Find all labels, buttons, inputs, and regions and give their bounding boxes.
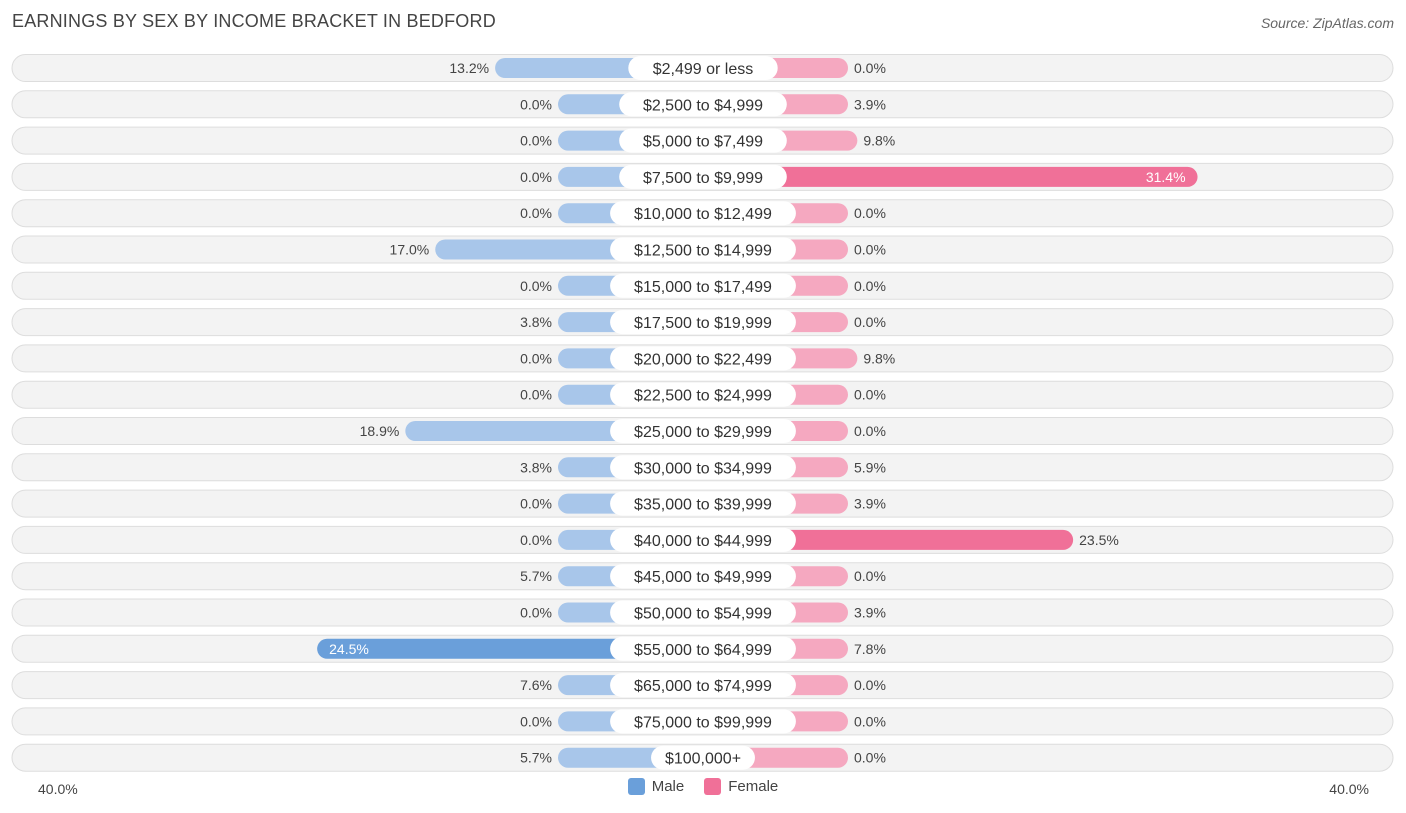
category-pill: [610, 310, 796, 335]
male-value-label: 0.0%: [520, 169, 552, 185]
category-pill: [610, 273, 796, 298]
male-value-label: 0.0%: [520, 387, 552, 403]
female-value-label: 0.0%: [854, 278, 886, 294]
category-pill: [610, 636, 796, 661]
male-value-label: 0.0%: [520, 278, 552, 294]
male-value-label: 3.8%: [520, 459, 552, 475]
female-bar: [703, 529, 1074, 550]
category-pill: [619, 164, 787, 189]
female-value-label: 0.0%: [854, 423, 886, 439]
male-value-label: 18.9%: [360, 423, 400, 439]
male-value-label: 7.6%: [520, 677, 552, 693]
category-label: $40,000 to $44,999: [634, 533, 772, 550]
female-value-label: 0.0%: [854, 60, 886, 76]
male-bar: [317, 638, 703, 659]
category-label: $55,000 to $64,999: [634, 642, 772, 659]
male-value-label: 0.0%: [520, 532, 552, 548]
category-pill: [610, 564, 796, 589]
category-label: $100,000+: [665, 751, 741, 768]
female-value-label: 0.0%: [854, 387, 886, 403]
male-value-label: 0.0%: [520, 205, 552, 221]
category-label: $22,500 to $24,999: [634, 388, 772, 405]
category-pill: [610, 673, 796, 698]
category-label: $2,500 to $4,999: [643, 97, 763, 114]
legend-item-male[interactable]: Male: [627, 778, 685, 795]
legend: Male Female: [0, 778, 1406, 795]
legend-item-female[interactable]: Female: [704, 778, 778, 795]
category-label: $65,000 to $74,999: [634, 678, 772, 695]
female-value-label: 9.8%: [863, 350, 895, 366]
category-pill: [610, 527, 796, 552]
female-value-label: 31.4%: [1146, 169, 1186, 185]
category-pill: [610, 709, 796, 734]
category-label: $45,000 to $49,999: [634, 569, 772, 586]
female-value-label: 0.0%: [854, 314, 886, 330]
chart-title: EARNINGS BY SEX BY INCOME BRACKET IN BED…: [12, 11, 496, 31]
male-value-label: 24.5%: [329, 641, 369, 657]
male-value-label: 5.7%: [520, 750, 552, 766]
chart-canvas: 13.2% 0.0% $2,499 or less 0.0% 3.9% $2,500 to…: [11, 54, 1394, 772]
category-pill: [610, 346, 796, 371]
category-label: $50,000 to $54,999: [634, 606, 772, 623]
male-value-label: 0.0%: [520, 496, 552, 512]
female-value-label: 3.9%: [854, 496, 886, 512]
category-pill: [610, 237, 796, 262]
female-value-label: 5.9%: [854, 459, 886, 475]
category-label: $7,500 to $9,999: [643, 170, 763, 187]
male-value-label: 0.0%: [520, 605, 552, 621]
source-note: Source: ZipAtlas.com: [1260, 15, 1394, 31]
axis-right-label: 40.0%: [1329, 781, 1369, 797]
category-pill: [610, 491, 796, 516]
category-label: $10,000 to $12,499: [634, 206, 772, 223]
legend-swatch-male: [627, 778, 645, 795]
male-value-label: 5.7%: [520, 568, 552, 584]
female-value-label: 0.0%: [854, 242, 886, 258]
category-label: $5,000 to $7,499: [643, 134, 763, 151]
female-value-label: 9.8%: [863, 133, 895, 149]
female-value-label: 3.9%: [854, 605, 886, 621]
category-pill: [610, 455, 796, 480]
male-value-label: 0.0%: [520, 96, 552, 112]
male-value-label: 0.0%: [520, 350, 552, 366]
female-value-label: 0.0%: [854, 677, 886, 693]
category-label: $35,000 to $39,999: [634, 497, 772, 514]
male-value-label: 3.8%: [520, 314, 552, 330]
legend-swatch-female: [704, 778, 722, 795]
category-pill: [628, 56, 778, 80]
female-value-label: 0.0%: [854, 750, 886, 766]
male-value-label: 0.0%: [520, 713, 552, 729]
female-value-label: 7.8%: [854, 641, 886, 657]
category-pill: [610, 382, 796, 407]
female-value-label: 0.0%: [854, 568, 886, 584]
male-value-label: 13.2%: [449, 60, 489, 76]
category-label: $20,000 to $22,499: [634, 351, 772, 368]
category-pill: [619, 128, 787, 153]
category-label: $2,499 or less: [653, 61, 754, 78]
category-pill: [619, 92, 787, 117]
male-value-label: 17.0%: [390, 242, 430, 258]
axis-left-label: 40.0%: [38, 781, 78, 797]
category-label: $75,000 to $99,999: [634, 714, 772, 731]
category-pill: [651, 745, 755, 770]
legend-label-female: Female: [728, 778, 779, 795]
male-value-label: 0.0%: [520, 133, 552, 149]
category-pill: [610, 201, 796, 226]
category-label: $30,000 to $34,999: [634, 460, 772, 477]
legend-label-male: Male: [651, 778, 685, 795]
female-value-label: 0.0%: [854, 713, 886, 729]
category-label: $17,500 to $19,999: [634, 315, 772, 332]
category-label: $15,000 to $17,499: [634, 279, 772, 296]
female-value-label: 23.5%: [1079, 532, 1119, 548]
female-value-label: 3.9%: [854, 96, 886, 112]
female-value-label: 0.0%: [854, 205, 886, 221]
category-label: $25,000 to $29,999: [634, 424, 772, 441]
category-pill: [610, 600, 796, 625]
category-label: $12,500 to $14,999: [634, 243, 772, 260]
female-bar: [703, 166, 1198, 187]
category-pill: [610, 419, 796, 443]
